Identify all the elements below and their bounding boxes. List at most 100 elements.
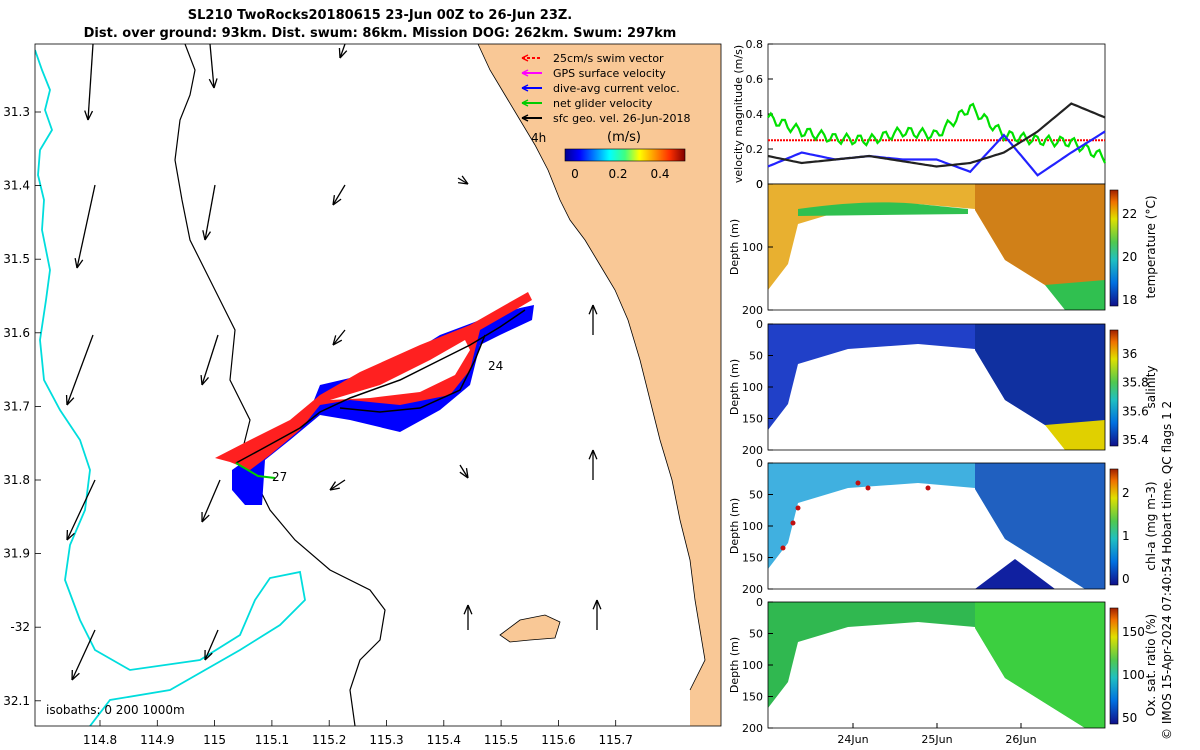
lat-tick-label: 31.9 [3, 547, 30, 561]
lon-tick-label: 114.8 [83, 733, 117, 747]
legend-entry: GPS surface velocity [553, 67, 666, 80]
lat-tick-label: 31.8 [3, 473, 30, 487]
section-panel: 0 100 200 Depth (m) 22 20 18 temperature (°C) [728, 178, 1158, 317]
lon-tick-label: 115.7 [599, 733, 633, 747]
depth-tick-label: 0 [756, 178, 763, 191]
isobath-1000m [174, 44, 386, 726]
depth-tick-label: 200 [742, 304, 763, 317]
colorbar-tick-label: 22 [1122, 207, 1137, 221]
lon-tick-label: 115.1 [255, 733, 289, 747]
depth-tick-label: 50 [749, 489, 763, 502]
depth-tick-label: 50 [749, 628, 763, 641]
depth-tick-label: 200 [742, 722, 763, 735]
velocity-ytick: 0.6 [746, 73, 764, 86]
velocity-ytick: 0 [756, 178, 763, 191]
lat-tick-label: 31.3 [3, 105, 30, 119]
depth-tick-label: 150 [742, 413, 763, 426]
lat-tick-label: 31.5 [3, 252, 30, 266]
day-label-24: 24 [488, 359, 503, 373]
time-scale-label: 4h [531, 131, 546, 145]
depth-tick-label: 100 [742, 381, 763, 394]
depth-axis-label: Depth (m) [728, 219, 741, 275]
colorbar-tick: 0.2 [608, 167, 627, 181]
date-tick-label: 26Jun [1005, 733, 1036, 746]
lat-tick-label: 31.6 [3, 326, 30, 340]
colorbar-tick-label: 1 [1122, 529, 1130, 543]
depth-tick-label: 50 [749, 350, 763, 363]
colorbar-label: Ox. sat. ratio (%) [1144, 614, 1158, 716]
velocity-series-line [767, 102, 1106, 164]
lat-tick-label: 31.4 [3, 179, 30, 193]
lon-tick-label: 115.3 [369, 733, 403, 747]
depth-tick-label: 100 [742, 659, 763, 672]
colorbar-tick-label: 36 [1122, 347, 1137, 361]
depth-tick-label: 100 [742, 241, 763, 254]
isobaths-label: isobaths: 0 200 1000m [46, 703, 185, 717]
velocity-series-line [767, 130, 1106, 177]
legend-entry: net glider velocity [553, 97, 653, 110]
colorbar-tick-label: 18 [1122, 293, 1137, 307]
lon-tick-label: 115 [203, 733, 226, 747]
colorbar-tick-label: 2 [1122, 486, 1130, 500]
section-panel: 0 50 100 150 200 Depth (m) 36 35.8 35.6 35.4 salin… [728, 318, 1158, 457]
island [499, 614, 561, 643]
lon-tick-label: 115.6 [541, 733, 575, 747]
colorbar-tick-label: 50 [1122, 711, 1137, 725]
depth-tick-label: 0 [756, 596, 763, 609]
imos-credit: © IMOS 15-Apr-2024 07:40:54 Hobart time.… [1160, 400, 1174, 740]
land-mass [478, 44, 721, 726]
isobath-200m [35, 49, 306, 726]
colorbar-tick-label: 35.6 [1122, 404, 1149, 418]
section-colorbar [1109, 189, 1119, 307]
colorbar-tick-label: 35.8 [1122, 376, 1149, 390]
lat-tick-label: 31.7 [3, 399, 30, 413]
speed-colorbar [564, 148, 686, 162]
velocity-ylabel: velocity magnitude (m/s) [732, 45, 745, 183]
velocity-ytick: 0.4 [746, 108, 764, 121]
legend-entry: sfc geo. vel. 26-Jun-2018 [553, 112, 690, 125]
swim-band-inner [330, 340, 470, 400]
figure-title-line2: Dist. over ground: 93km. Dist. swum: 86k… [83, 26, 677, 41]
section-panel: 0 50 100 150 200 Depth (m) 2 1 0 chl-a (mg m-3) [728, 457, 1158, 596]
lon-tick-label: 115.2 [312, 733, 346, 747]
date-tick-label: 24Jun [837, 733, 868, 746]
section-colorbar [1109, 607, 1119, 725]
section-colorbar [1109, 329, 1119, 447]
colorbar-tick: 0 [571, 167, 579, 181]
depth-axis-label: Depth (m) [728, 637, 741, 693]
colorbar-tick-label: 20 [1122, 250, 1137, 264]
legend-entry: dive-avg current veloc. [553, 82, 680, 95]
lat-tick-label: 32.1 [3, 694, 30, 708]
depth-tick-label: 100 [742, 520, 763, 533]
date-tick-label: 25Jun [921, 733, 952, 746]
section-colorbar [1109, 468, 1119, 586]
depth-tick-label: 200 [742, 583, 763, 596]
depth-axis-label: Depth (m) [728, 359, 741, 415]
map-axes-frame [34, 43, 722, 727]
glider-track [235, 309, 526, 464]
coastline [477, 44, 706, 691]
colorbar-title: (m/s) [607, 130, 641, 145]
lon-tick-label: 114.9 [140, 733, 174, 747]
colorbar-tick-label: 35.4 [1122, 433, 1149, 447]
colorbar-tick-label: 100 [1122, 668, 1145, 682]
colorbar-tick: 0.4 [650, 167, 669, 181]
colorbar-tick-label: 150 [1122, 625, 1145, 639]
velocity-series-line [767, 102, 1106, 168]
day-label-27: 27 [272, 470, 287, 484]
depth-axis-label: Depth (m) [728, 498, 741, 554]
velocity-ytick: 0.8 [746, 38, 764, 51]
legend-entry: 25cm/s swim vector [553, 52, 664, 65]
figure-title-line1: SL210 TwoRocks20180615 23-Jun 00Z to 26-… [187, 8, 573, 23]
lat-tick-label: -32 [10, 620, 30, 634]
swim-band-red [215, 292, 532, 470]
depth-tick-label: 0 [756, 457, 763, 470]
lon-tick-label: 115.5 [484, 733, 518, 747]
depth-tick-label: 200 [742, 444, 763, 457]
lon-tick-label: 115.4 [427, 733, 461, 747]
colorbar-label: chl-a (mg m-3) [1144, 481, 1158, 570]
